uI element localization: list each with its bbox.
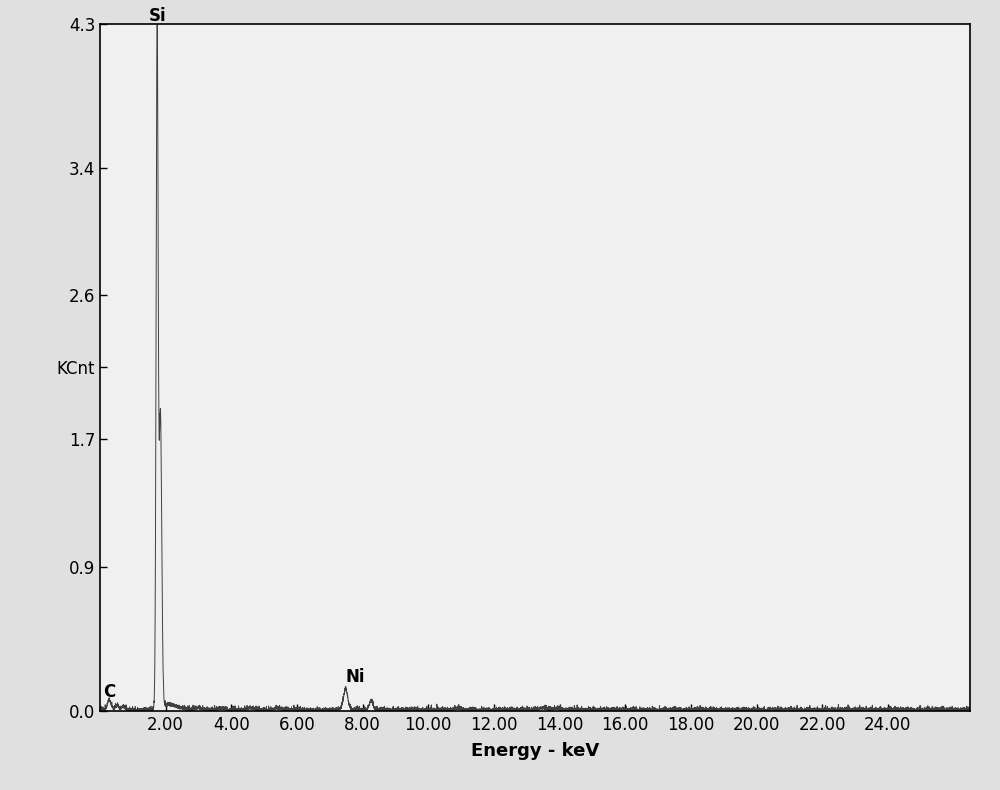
X-axis label: Energy - keV: Energy - keV [471,742,599,760]
Text: C: C [103,683,115,702]
Text: Ni: Ni [346,668,365,687]
Text: Si: Si [148,7,166,25]
